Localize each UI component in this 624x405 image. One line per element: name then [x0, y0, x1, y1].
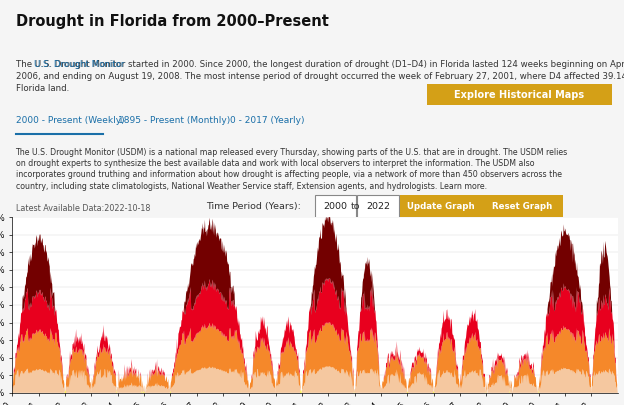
Text: Drought in Florida from 2000–Present: Drought in Florida from 2000–Present	[16, 14, 328, 29]
FancyBboxPatch shape	[315, 195, 356, 219]
Text: to: to	[351, 202, 361, 211]
Text: Latest Available Data:2022-10-18: Latest Available Data:2022-10-18	[16, 204, 150, 213]
Text: Time Period (Years):: Time Period (Years):	[206, 202, 301, 211]
Text: Update Graph: Update Graph	[407, 202, 474, 211]
Text: 1895 - Present (Monthly): 1895 - Present (Monthly)	[119, 116, 231, 126]
Text: The U.S. Drought Monitor (USDM) is a national map released every Thursday, showi: The U.S. Drought Monitor (USDM) is a nat…	[16, 147, 568, 191]
FancyBboxPatch shape	[482, 195, 563, 219]
Text: The U.S. Drought Monitor started in 2000. Since 2000, the longest duration of dr: The U.S. Drought Monitor started in 2000…	[16, 60, 624, 93]
FancyBboxPatch shape	[400, 195, 482, 219]
Text: U.S. Drought Monitor: U.S. Drought Monitor	[34, 60, 124, 69]
FancyBboxPatch shape	[358, 195, 399, 219]
Text: 2000: 2000	[324, 202, 348, 211]
Text: 2022: 2022	[366, 202, 390, 211]
Text: Reset Graph: Reset Graph	[492, 202, 553, 211]
Text: 0 - 2017 (Yearly): 0 - 2017 (Yearly)	[230, 116, 305, 126]
Text: 2000 - Present (Weekly): 2000 - Present (Weekly)	[16, 116, 124, 126]
Text: Explore Historical Maps: Explore Historical Maps	[454, 90, 585, 100]
